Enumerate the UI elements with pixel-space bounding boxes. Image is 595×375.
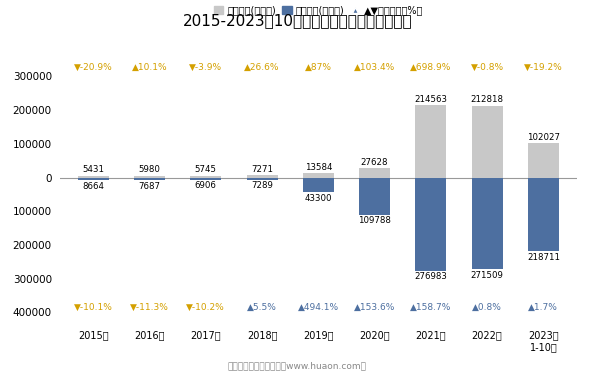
Text: 271509: 271509 xyxy=(471,270,503,279)
Text: 5980: 5980 xyxy=(139,165,161,174)
Bar xyxy=(415,178,446,271)
Bar xyxy=(134,178,165,180)
Text: ▲494.1%: ▲494.1% xyxy=(298,303,339,312)
Legend: 出口总额(万美元), 进口总额(万美元), ▲▼同比增速（%）: 出口总额(万美元), 进口总额(万美元), ▲▼同比增速（%） xyxy=(214,5,423,15)
Bar xyxy=(472,178,503,269)
Bar xyxy=(134,176,165,178)
Text: ▲158.7%: ▲158.7% xyxy=(410,303,452,312)
Text: 5745: 5745 xyxy=(195,165,217,174)
Text: 2015-2023年10月济南综合保税区进、出口额: 2015-2023年10月济南综合保税区进、出口额 xyxy=(183,13,412,28)
Bar xyxy=(190,178,221,180)
Text: ▲103.4%: ▲103.4% xyxy=(354,63,395,72)
Text: ▲698.9%: ▲698.9% xyxy=(410,63,452,72)
Text: 6906: 6906 xyxy=(195,182,217,190)
Bar xyxy=(303,173,334,178)
Text: ▼-10.1%: ▼-10.1% xyxy=(74,303,112,312)
Text: 7687: 7687 xyxy=(139,182,161,190)
Bar xyxy=(472,106,503,178)
Bar xyxy=(359,168,390,178)
Text: ▲153.6%: ▲153.6% xyxy=(354,303,395,312)
Text: ▼-10.2%: ▼-10.2% xyxy=(186,303,225,312)
Text: ▲0.8%: ▲0.8% xyxy=(472,303,502,312)
Bar xyxy=(190,176,221,178)
Text: ▲1.7%: ▲1.7% xyxy=(528,303,558,312)
Bar xyxy=(78,176,109,178)
Bar xyxy=(78,178,109,180)
Text: 276983: 276983 xyxy=(415,272,447,281)
Text: 7271: 7271 xyxy=(251,165,273,174)
Bar xyxy=(528,143,559,178)
Text: 102027: 102027 xyxy=(527,133,560,142)
Text: 5431: 5431 xyxy=(82,165,104,174)
Text: 7289: 7289 xyxy=(251,182,273,190)
Text: ▲5.5%: ▲5.5% xyxy=(247,303,277,312)
Text: 218711: 218711 xyxy=(527,253,560,262)
Text: 8664: 8664 xyxy=(82,182,104,191)
Text: 27628: 27628 xyxy=(361,158,389,167)
Bar xyxy=(415,105,446,178)
Text: ▼-20.9%: ▼-20.9% xyxy=(74,63,112,72)
Text: ▲10.1%: ▲10.1% xyxy=(131,63,167,72)
Text: ▲87%: ▲87% xyxy=(305,63,332,72)
Text: 43300: 43300 xyxy=(305,194,332,202)
Text: 109788: 109788 xyxy=(358,216,391,225)
Text: 制图：华经产业研究院（www.huaon.com）: 制图：华经产业研究院（www.huaon.com） xyxy=(228,362,367,370)
Text: ▼-11.3%: ▼-11.3% xyxy=(130,303,169,312)
Text: ▲26.6%: ▲26.6% xyxy=(245,63,280,72)
Bar xyxy=(246,175,277,178)
Text: ▼-19.2%: ▼-19.2% xyxy=(524,63,563,72)
Bar xyxy=(359,178,390,214)
Text: 214563: 214563 xyxy=(414,95,447,104)
Text: ▼-3.9%: ▼-3.9% xyxy=(189,63,223,72)
Bar xyxy=(303,178,334,192)
Text: ▼-0.8%: ▼-0.8% xyxy=(471,63,504,72)
Bar xyxy=(528,178,559,251)
Text: 13584: 13584 xyxy=(305,162,332,171)
Bar xyxy=(246,178,277,180)
Text: 212818: 212818 xyxy=(471,95,503,104)
